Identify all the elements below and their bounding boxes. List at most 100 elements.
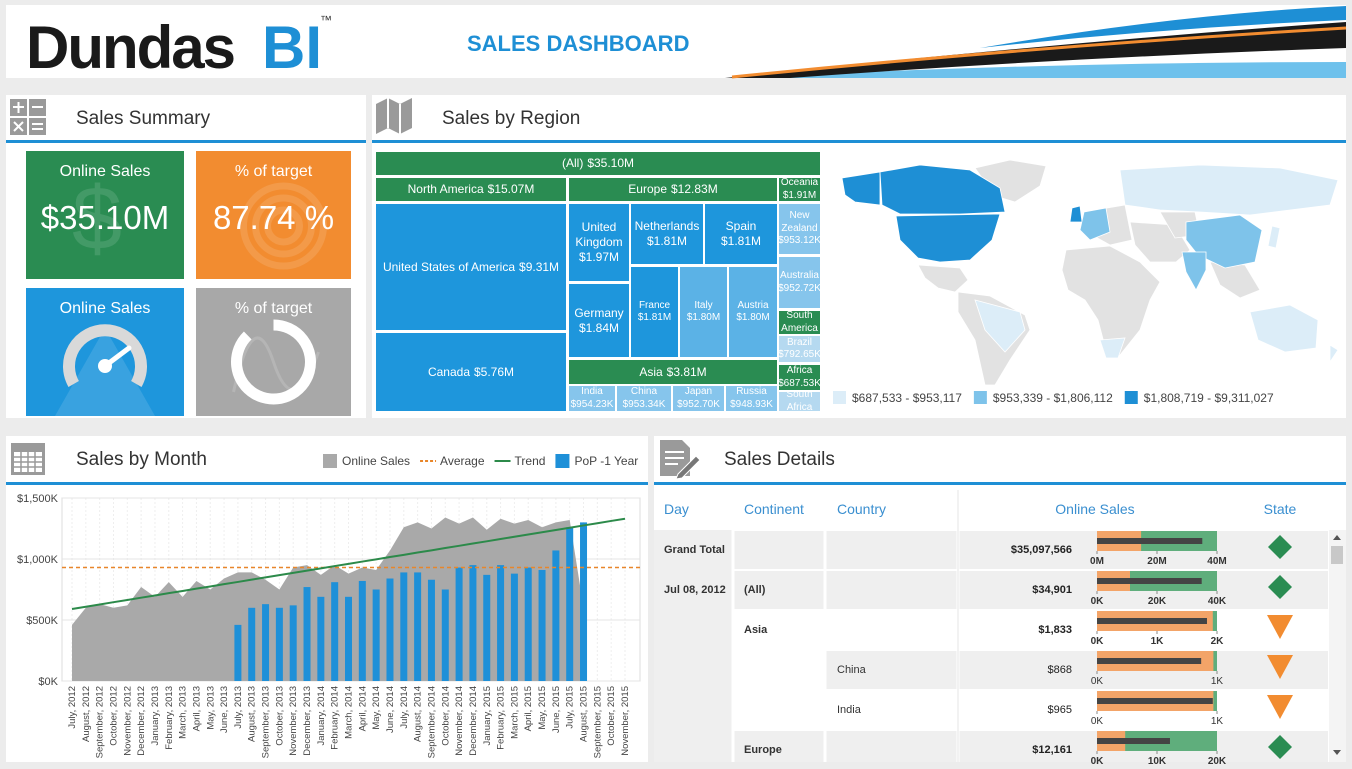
treemap-value: $954.23K <box>570 398 614 410</box>
treemap-value: $15.07M <box>487 182 535 196</box>
x-tick-label: February, 2015 <box>496 686 507 750</box>
treemap-value: $35.10M <box>587 156 635 170</box>
calendar-icon <box>11 443 45 475</box>
x-tick-label: October, 2012 <box>108 686 119 746</box>
treemap-value: $1.91M <box>782 189 817 201</box>
x-tick-label: March, 2015 <box>509 686 520 739</box>
treemap-value: $1.81M <box>637 312 672 323</box>
y-tick-label: $0K <box>38 676 58 688</box>
swoosh <box>980 6 1346 48</box>
treemap-value: $5.76M <box>474 364 515 379</box>
x-tick-label: October, 2013 <box>274 686 285 746</box>
tile-value: 87.74 % <box>213 199 334 236</box>
x-tick-label: January, 2015 <box>482 686 493 746</box>
x-tick-label: June, 2013 <box>219 686 230 733</box>
treemap-label: Oceania <box>780 178 819 188</box>
x-tick-label: December, 2012 <box>136 686 147 756</box>
scrollbar-track[interactable] <box>1329 530 1346 762</box>
x-tick-label: August, 2012 <box>81 686 92 742</box>
legend-swatch <box>323 454 337 468</box>
column-header: Continent <box>744 501 804 517</box>
column-header: State <box>1264 501 1297 517</box>
legend-label: $1,808,719 - $9,311,027 <box>1144 391 1274 405</box>
column-header: Online Sales <box>1055 501 1134 517</box>
tile-title: % of target <box>235 163 313 180</box>
x-tick-label: November, 2012 <box>122 686 133 756</box>
bullet-tick-label: 1K <box>1151 636 1165 647</box>
treemap-cell: Russia $948.93K <box>726 386 777 411</box>
bar <box>345 596 352 681</box>
treemap-label: India <box>581 386 603 397</box>
legend-swatch <box>973 391 987 404</box>
treemap-value: $1.97M <box>578 250 620 264</box>
row-bg <box>733 730 1328 762</box>
panel-rule <box>6 482 648 485</box>
bar <box>331 582 339 681</box>
bar <box>317 596 325 681</box>
row-bg <box>825 650 1328 690</box>
state-diamond <box>1268 575 1292 599</box>
x-tick-label: August, 2015 <box>579 686 590 742</box>
treemap-label: South America <box>781 311 818 334</box>
x-tick-label: July, 2015 <box>565 686 576 729</box>
treemap-value: $3.81M <box>666 364 707 379</box>
bar <box>386 578 394 681</box>
bar <box>414 572 422 681</box>
treemap-label: Australia <box>780 270 819 281</box>
treemap-value: $952.72K <box>779 282 820 294</box>
bullet-bar <box>1097 538 1203 544</box>
treemap-label: (All) <box>561 156 584 170</box>
x-tick-label: July, 2012 <box>67 686 78 729</box>
treemap-label: Asia <box>639 364 663 379</box>
x-tick-label: July, 2014 <box>399 686 410 729</box>
bullet-tick-label: 1K <box>1211 716 1224 727</box>
bar <box>483 574 491 681</box>
bar <box>441 589 449 681</box>
treemap-label: Italy <box>694 299 713 311</box>
treemap-label: South Africa <box>786 392 813 411</box>
treemap-label: Africa <box>786 365 813 376</box>
x-tick-label: August, 2013 <box>247 686 258 742</box>
scrollbar-thumb[interactable] <box>1331 546 1343 564</box>
bar <box>248 607 256 681</box>
treemap-cell: Spain $1.81M <box>705 204 777 264</box>
x-tick-label: December, 2014 <box>468 686 479 756</box>
x-tick-label: September, 2013 <box>261 686 272 758</box>
bullet-tick-label: 40K <box>1208 596 1227 607</box>
bar <box>372 589 380 681</box>
bullet-tick-label: 20K <box>1148 596 1167 607</box>
tile-title: Online Sales <box>60 300 151 317</box>
legend-label: Trend <box>515 454 546 468</box>
treemap-cell: Africa $687.53K <box>779 365 820 390</box>
map-icon-folds <box>387 98 401 134</box>
treemap-value: $1.80M <box>736 312 770 323</box>
bullet-tick-label: 20M <box>1147 556 1166 567</box>
treemap-value: $687.53K <box>779 377 820 389</box>
row-day: Jul 08, 2012 <box>664 584 726 596</box>
bullet-bar <box>1097 738 1170 744</box>
treemap-label: United States of America <box>382 259 516 274</box>
bullet-tick-label: 0K <box>1091 636 1105 647</box>
x-tick-label: August, 2014 <box>413 686 424 742</box>
bullet-tick-label: 2K <box>1211 636 1225 647</box>
treemap-cell: India $954.23K <box>569 386 615 411</box>
x-tick-label: July, 2013 <box>233 686 244 729</box>
x-tick-label: June, 2014 <box>385 686 396 733</box>
treemap-value: $1.81M <box>720 234 762 248</box>
treemap-cell: Canada $5.76M <box>376 333 566 411</box>
treemap-cell: Italy $1.80M <box>680 267 727 357</box>
x-tick-label: February, 2013 <box>164 686 175 750</box>
treemap-cell: Europe $12.83M <box>569 178 777 201</box>
bullet-tick-label: 0K <box>1091 756 1105 767</box>
panel-title: Sales Details <box>724 449 835 470</box>
bar <box>358 580 366 681</box>
tile-watermark: $ <box>72 169 122 269</box>
tile-watermark <box>252 194 315 258</box>
legend-label: $687,533 - $953,117 <box>852 391 962 405</box>
day-column-bg <box>654 570 733 762</box>
treemap-value: $12.83M <box>671 182 718 196</box>
bar <box>497 565 505 681</box>
row-sales: $965 <box>1048 704 1072 716</box>
row-label: (All) <box>744 584 766 596</box>
